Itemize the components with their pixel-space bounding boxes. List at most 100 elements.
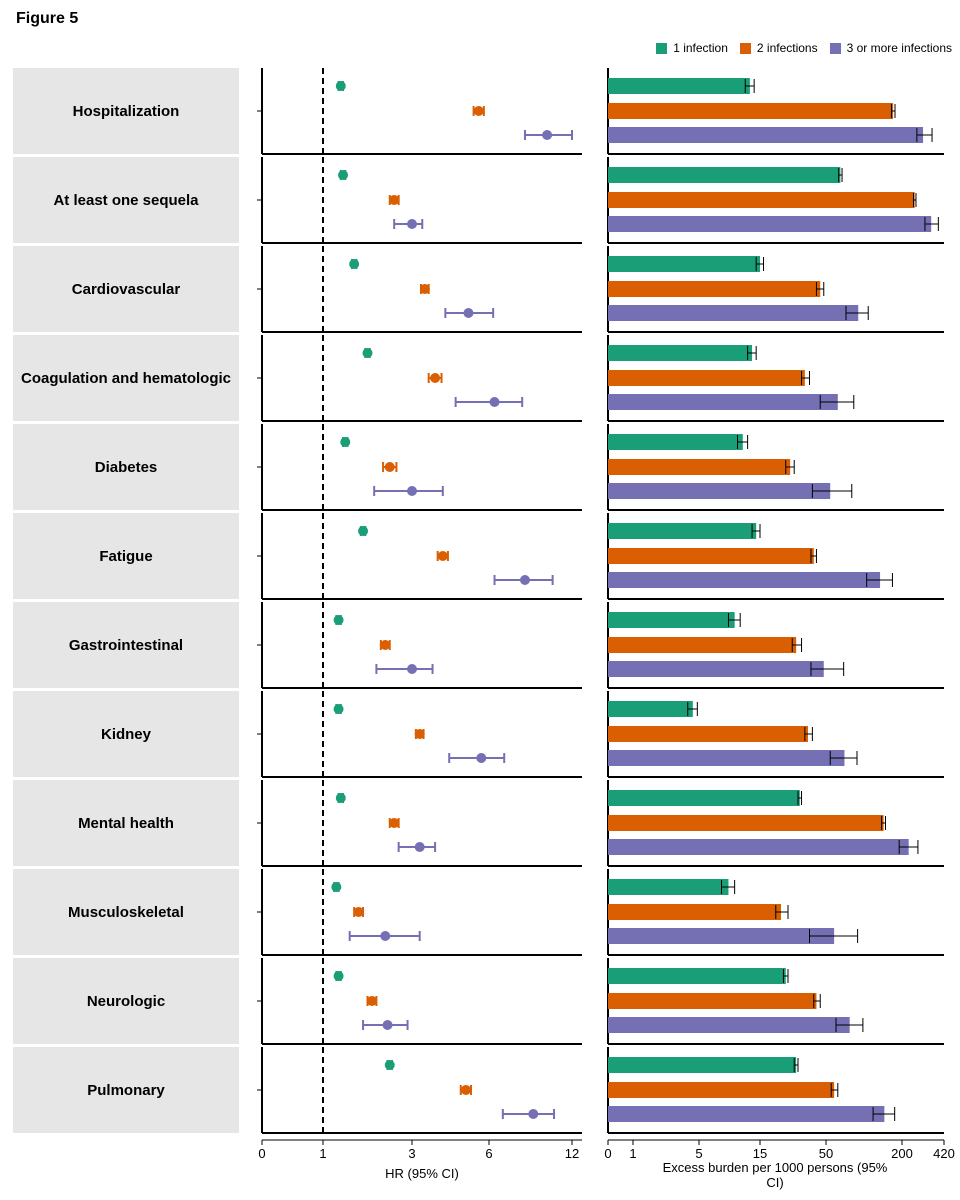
burden-x-tick-label: 5 bbox=[695, 1146, 702, 1161]
burden-bar bbox=[608, 993, 817, 1009]
burden-bar bbox=[608, 637, 797, 653]
burden-bar bbox=[608, 612, 735, 628]
hr-point bbox=[463, 308, 474, 318]
hr-point bbox=[340, 437, 351, 447]
hr-point bbox=[407, 219, 417, 229]
legend-item-two: 2 infections bbox=[739, 41, 818, 55]
legend-label-three: 3 or more infections bbox=[846, 41, 952, 55]
burden-bar bbox=[608, 483, 831, 499]
legend-item-one: 1 infection bbox=[656, 41, 728, 55]
legend-label-one: 1 infection bbox=[673, 41, 728, 55]
row-label: Diabetes bbox=[13, 424, 239, 510]
burden-bar bbox=[608, 281, 821, 297]
legend-item-three: 3 or more infections bbox=[829, 41, 952, 55]
burden-bar bbox=[608, 167, 841, 183]
hr-point bbox=[437, 551, 448, 561]
legend: 1 infection 2 infections 3 or more infec… bbox=[612, 40, 952, 56]
hr-point bbox=[528, 1109, 539, 1119]
burden-bar bbox=[608, 103, 894, 119]
hr-point bbox=[353, 907, 364, 917]
row-label: Neurologic bbox=[13, 958, 239, 1044]
legend-swatch-two bbox=[739, 42, 751, 54]
row-label: Hospitalization bbox=[13, 68, 239, 154]
hr-point bbox=[335, 81, 346, 91]
burden-x-tick-label: 15 bbox=[753, 1146, 767, 1161]
burden-bar bbox=[608, 1106, 885, 1122]
hr-point bbox=[380, 931, 391, 941]
hr-point bbox=[349, 259, 360, 269]
hr-point bbox=[366, 996, 377, 1006]
burden-bar bbox=[608, 216, 932, 232]
hr-point bbox=[389, 818, 400, 828]
burden-bar bbox=[608, 750, 845, 766]
hr-point bbox=[430, 373, 441, 383]
row-label: At least one sequela bbox=[13, 157, 239, 243]
hr-point bbox=[380, 640, 391, 650]
hr-x-tick-label: 6 bbox=[485, 1146, 492, 1161]
burden-bar bbox=[608, 78, 750, 94]
hr-x-tick-label: 0 bbox=[258, 1146, 265, 1161]
hr-point bbox=[389, 195, 400, 205]
row-label: Fatigue bbox=[13, 513, 239, 599]
hr-point bbox=[333, 704, 344, 714]
burden-bar bbox=[608, 434, 743, 450]
row-label: Coagulation and hematologic bbox=[13, 335, 239, 421]
burden-bar bbox=[608, 394, 838, 410]
hr-x-tick-label: 12 bbox=[565, 1146, 579, 1161]
burden-bar bbox=[608, 256, 760, 272]
burden-bar bbox=[608, 904, 781, 920]
hr-point bbox=[382, 1020, 393, 1030]
burden-bar bbox=[608, 879, 729, 895]
burden-bar bbox=[608, 1057, 797, 1073]
hr-x-tick-label: 1 bbox=[319, 1146, 326, 1161]
hr-point bbox=[335, 793, 346, 803]
burden-bar bbox=[608, 305, 859, 321]
hr-x-tick-label: 3 bbox=[408, 1146, 415, 1161]
row-label: Pulmonary bbox=[13, 1047, 239, 1133]
row-label: Mental health bbox=[13, 780, 239, 866]
hr-point bbox=[489, 397, 500, 407]
burden-bar bbox=[608, 815, 884, 831]
burden-x-tick-label: 420 bbox=[933, 1146, 955, 1161]
burden-bar bbox=[608, 726, 808, 742]
burden-bar bbox=[608, 701, 693, 717]
hr-point bbox=[542, 130, 553, 140]
row-label: Gastrointestinal bbox=[13, 602, 239, 688]
burden-bar bbox=[608, 661, 824, 677]
hr-point bbox=[362, 348, 373, 358]
hr-point bbox=[473, 106, 484, 116]
legend-swatch-one bbox=[656, 42, 668, 54]
burden-bar bbox=[608, 548, 814, 564]
burden-bar bbox=[608, 1017, 850, 1033]
burden-bar bbox=[608, 928, 835, 944]
hr-point bbox=[419, 284, 430, 294]
burden-bar bbox=[608, 192, 915, 208]
hr-point bbox=[358, 526, 369, 536]
hr-point bbox=[338, 170, 349, 180]
figure-title: Figure 5 bbox=[16, 10, 79, 27]
burden-x-tick-label: 1 bbox=[629, 1146, 636, 1161]
hr-point bbox=[407, 486, 417, 496]
burden-bar bbox=[608, 790, 800, 806]
burden-bar bbox=[608, 370, 805, 386]
burden-axis-title: Excess burden per 1000 persons (95% CI) bbox=[662, 1160, 888, 1190]
burden-bar bbox=[608, 572, 881, 588]
burden-bar bbox=[608, 127, 924, 143]
legend-label-two: 2 infections bbox=[756, 41, 818, 55]
burden-bar bbox=[608, 345, 753, 361]
row-label: Kidney bbox=[13, 691, 239, 777]
hr-point bbox=[476, 753, 487, 763]
burden-bar bbox=[608, 968, 786, 984]
row-label: Cardiovascular bbox=[13, 246, 239, 332]
legend-swatch-three bbox=[829, 42, 841, 54]
hr-point bbox=[331, 882, 342, 892]
burden-bar bbox=[608, 1082, 835, 1098]
hr-point bbox=[414, 729, 425, 739]
hr-point bbox=[519, 575, 530, 585]
burden-bar bbox=[608, 459, 791, 475]
burden-bar bbox=[608, 523, 757, 539]
burden-bar bbox=[608, 839, 909, 855]
hr-point bbox=[384, 1060, 395, 1070]
hr-point bbox=[414, 842, 425, 852]
